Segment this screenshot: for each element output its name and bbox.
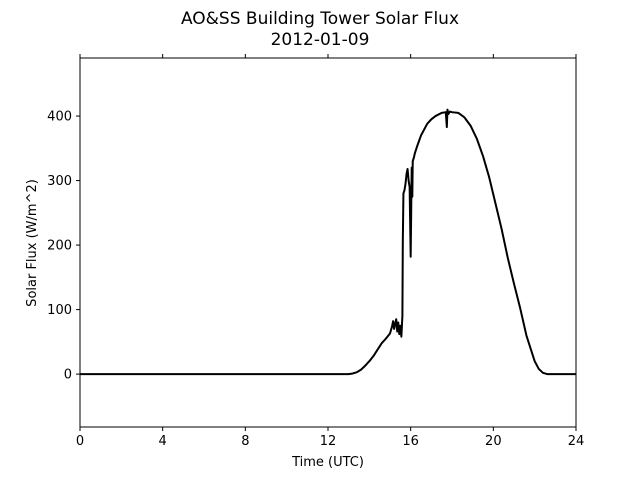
x-axis-ticks: 0 4 8 12 16 20 24 (76, 54, 584, 449)
solar-flux-series-line (80, 108, 576, 376)
y-axis-ticks: 0 100 200 300 400 (47, 110, 80, 383)
chart-subtitle: 2012-01-09 (271, 30, 370, 50)
x-tick-label: 24 (568, 434, 585, 449)
x-tick-label: 8 (241, 434, 249, 449)
y-axis-label: Solar Flux (W/m^2) (25, 179, 40, 307)
y-tick-label: 200 (47, 239, 72, 254)
chart-title: AO&SS Building Tower Solar Flux (181, 9, 459, 29)
x-tick-label: 4 (159, 434, 167, 449)
x-tick-label: 16 (402, 434, 419, 449)
x-tick-label: 12 (320, 434, 337, 449)
y-tick-label: 100 (47, 303, 72, 318)
plot-area-frame (79, 57, 577, 428)
y-tick-label: 0 (64, 368, 72, 383)
y-tick-label: 300 (47, 174, 72, 189)
y-tick-label: 400 (47, 110, 72, 125)
x-tick-label: 20 (485, 434, 502, 449)
x-axis-label: Time (UTC) (291, 455, 364, 470)
x-tick-label: 0 (76, 434, 84, 449)
